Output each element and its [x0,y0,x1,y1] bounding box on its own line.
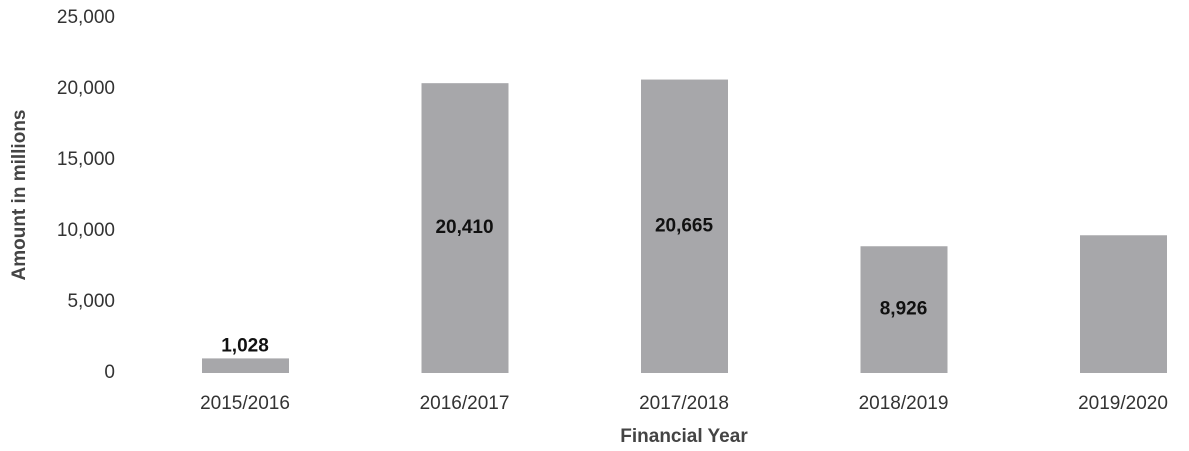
y-axis-title: Amount in millions [9,110,30,281]
bar [641,79,728,373]
value-label: 20,665 [655,215,714,236]
y-tick-label: 10,000 [57,220,115,241]
value-label: 20,410 [435,217,493,238]
x-axis-title: Financial Year [620,426,748,447]
y-tick-label: 25,000 [57,7,115,28]
y-tick-label: 20,000 [57,78,115,99]
bar [421,83,509,373]
y-tick-label: 15,000 [57,149,115,170]
bar [1080,235,1167,373]
value-label: 8,926 [880,299,928,320]
value-label: 1,028 [221,335,269,356]
x-tick-label: 2018/2019 [859,393,949,414]
x-tick-label: 2019/2020 [1078,393,1168,414]
y-tick-label: 5,000 [67,291,115,312]
bar [202,358,289,373]
x-tick-label: 2016/2017 [420,393,510,414]
y-tick-label: 0 [104,362,115,383]
x-tick-label: 2015/2016 [200,393,290,414]
bar [860,246,948,373]
x-tick-label: 2017/2018 [639,393,729,414]
